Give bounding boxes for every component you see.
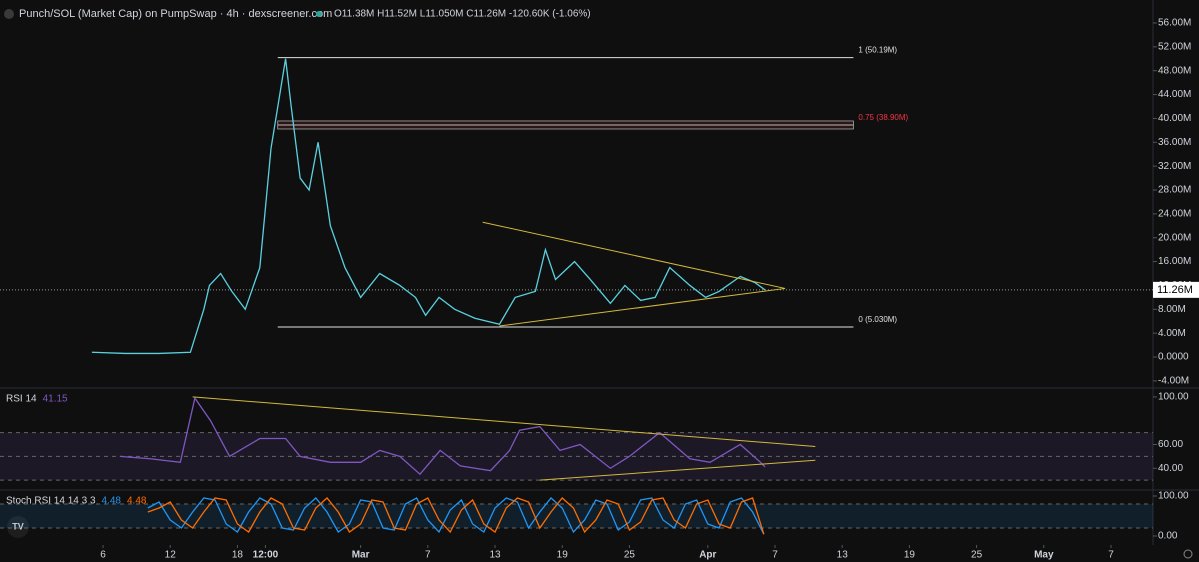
svg-text:TV: TV <box>12 521 24 531</box>
trendline <box>539 459 816 481</box>
y-tick-label: 100.00 <box>1158 392 1189 403</box>
last-price-box <box>1153 281 1199 298</box>
series-line <box>147 497 765 535</box>
x-tick-label: 25 <box>624 550 636 561</box>
series-line <box>91 58 766 355</box>
y-tick-label: 16.00M <box>1158 256 1191 267</box>
y-tick-label: 40.00M <box>1158 113 1191 124</box>
y-tick-label: 100.00 <box>1158 491 1189 502</box>
y-tick-label: 60.00 <box>1158 439 1183 450</box>
x-tick-label: 19 <box>904 550 916 561</box>
x-tick-label: 7 <box>772 550 778 561</box>
x-tick-label: 25 <box>971 550 983 561</box>
y-tick-label: 8.00M <box>1158 304 1186 315</box>
chart-title: Punch/SOL (Market Cap) on PumpSwap · 4h … <box>19 8 332 20</box>
y-tick-label: 0.00 <box>1158 531 1178 542</box>
trendline <box>192 396 816 447</box>
y-tick-label: 36.00M <box>1158 137 1191 148</box>
x-tick-label: 13 <box>489 550 501 561</box>
x-tick-label: 7 <box>425 550 431 561</box>
x-tick-label: 12 <box>165 550 177 561</box>
tv-logo: TV <box>7 516 29 538</box>
series-line <box>147 497 765 535</box>
x-tick-label: 6 <box>100 550 106 561</box>
x-tick-label: 19 <box>557 550 569 561</box>
fib-label: 0.75 (38.90M) <box>858 113 908 122</box>
symbol-icon <box>4 9 14 19</box>
y-tick-label: 24.00M <box>1158 209 1191 220</box>
status-dot <box>316 11 322 17</box>
indicator-value: 41.15 <box>43 394 68 405</box>
x-tick-label: Mar <box>352 550 370 561</box>
fib-label: 1 (50.19M) <box>858 46 897 55</box>
trendline <box>482 221 786 289</box>
last-price-label: 11.26M <box>1157 284 1193 296</box>
y-tick-label: 40.00 <box>1158 463 1183 474</box>
series-line <box>119 396 766 476</box>
y-tick-label: 56.00M <box>1158 18 1191 29</box>
y-tick-label: 48.00M <box>1158 65 1191 76</box>
indicator-title: RSI 14 <box>6 394 37 405</box>
y-tick-label: 32.00M <box>1158 161 1191 172</box>
x-tick-label: May <box>1034 550 1054 561</box>
trendline <box>499 287 786 327</box>
y-tick-label: 52.00M <box>1158 41 1191 52</box>
y-tick-label: 4.00M <box>1158 328 1186 339</box>
settings-icon[interactable] <box>1183 549 1193 559</box>
fib-label: 0 (5.030M) <box>858 315 897 324</box>
x-tick-label: 12:00 <box>253 550 279 561</box>
y-tick-label: 0.0000 <box>1158 352 1189 363</box>
y-tick-label: 20.00M <box>1158 232 1191 243</box>
indicator-title: Stoch RSI 14 14 3 3 <box>6 496 96 507</box>
x-tick-label: Apr <box>699 550 716 561</box>
indicator-value: 4.48 <box>102 496 122 507</box>
y-tick-label: 44.00M <box>1158 89 1191 100</box>
ohlc: O11.38M H11.52M L11.050M C11.26M -120.60… <box>334 9 591 20</box>
y-tick-label: -4.00M <box>1158 376 1189 387</box>
x-tick-label: 7 <box>1108 550 1114 561</box>
y-tick-label: 28.00M <box>1158 185 1191 196</box>
x-tick-label: 18 <box>232 550 244 561</box>
indicator-value: 4.48 <box>127 496 147 507</box>
x-tick-label: 13 <box>837 550 849 561</box>
